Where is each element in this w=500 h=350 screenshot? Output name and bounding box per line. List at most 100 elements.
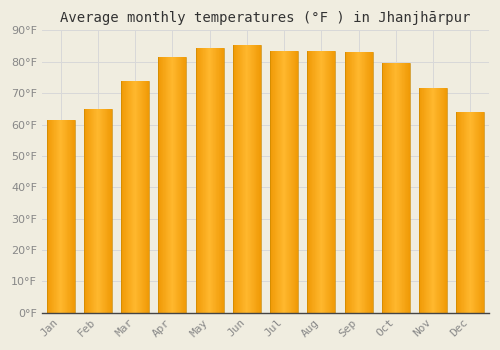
Bar	[253, 44, 254, 313]
Bar	[400, 63, 401, 313]
Bar	[331, 51, 332, 313]
Bar	[385, 63, 386, 313]
Bar	[315, 51, 316, 313]
Bar	[423, 89, 424, 313]
Bar	[401, 63, 402, 313]
Bar	[219, 48, 220, 313]
Bar	[390, 63, 391, 313]
Bar	[121, 80, 122, 313]
Bar	[180, 57, 182, 313]
Bar	[257, 44, 258, 313]
Bar	[427, 89, 428, 313]
Bar	[352, 52, 353, 313]
Bar	[53, 120, 54, 313]
Bar	[310, 51, 311, 313]
Bar	[430, 89, 431, 313]
Bar	[87, 109, 88, 313]
Bar	[146, 80, 147, 313]
Bar	[483, 112, 484, 313]
Bar	[160, 57, 161, 313]
Bar	[143, 80, 144, 313]
Bar	[429, 89, 430, 313]
Bar	[235, 44, 236, 313]
Bar	[256, 44, 257, 313]
Bar	[239, 44, 240, 313]
Bar	[274, 51, 275, 313]
Bar	[222, 48, 223, 313]
Bar	[104, 109, 105, 313]
Bar	[101, 109, 102, 313]
Bar	[218, 48, 219, 313]
Bar	[202, 48, 203, 313]
Bar	[246, 44, 247, 313]
Bar	[431, 89, 432, 313]
Bar	[319, 51, 320, 313]
Bar	[396, 63, 397, 313]
Bar	[348, 52, 349, 313]
Bar	[354, 52, 355, 313]
Bar	[123, 80, 124, 313]
Bar	[292, 51, 293, 313]
Bar	[311, 51, 312, 313]
Bar	[201, 48, 202, 313]
Bar	[276, 51, 277, 313]
Bar	[353, 52, 354, 313]
Bar	[176, 57, 177, 313]
Title: Average monthly temperatures (°F ) in Jhanjhārpur: Average monthly temperatures (°F ) in Jh…	[60, 11, 470, 25]
Bar	[137, 80, 138, 313]
Bar	[249, 44, 250, 313]
Bar	[317, 51, 318, 313]
Bar	[171, 57, 172, 313]
Bar	[248, 44, 249, 313]
Bar	[445, 89, 446, 313]
Bar	[159, 57, 160, 313]
Bar	[384, 63, 385, 313]
Bar	[124, 80, 125, 313]
Bar	[66, 120, 68, 313]
Bar	[60, 120, 61, 313]
Bar	[425, 89, 426, 313]
Bar	[89, 109, 90, 313]
Bar	[109, 109, 110, 313]
Bar	[318, 51, 319, 313]
Bar	[240, 44, 241, 313]
Bar	[463, 112, 464, 313]
Bar	[428, 89, 429, 313]
Bar	[426, 89, 427, 313]
Bar	[237, 44, 238, 313]
Bar	[56, 120, 57, 313]
Bar	[291, 51, 292, 313]
Bar	[57, 120, 58, 313]
Bar	[481, 112, 482, 313]
Bar	[138, 80, 139, 313]
Bar	[280, 51, 281, 313]
Bar	[316, 51, 317, 313]
Bar	[370, 52, 371, 313]
Bar	[168, 57, 169, 313]
Bar	[456, 112, 457, 313]
Bar	[394, 63, 395, 313]
Bar	[397, 63, 398, 313]
Bar	[369, 52, 370, 313]
Bar	[440, 89, 441, 313]
Bar	[178, 57, 179, 313]
Bar	[277, 51, 278, 313]
Bar	[364, 52, 365, 313]
Bar	[241, 44, 242, 313]
Bar	[371, 52, 372, 313]
Bar	[100, 109, 101, 313]
Bar	[254, 44, 255, 313]
Bar	[212, 48, 213, 313]
Bar	[467, 112, 468, 313]
Bar	[92, 109, 93, 313]
Bar	[61, 120, 62, 313]
Bar	[93, 109, 94, 313]
Bar	[282, 51, 283, 313]
Bar	[165, 57, 166, 313]
Bar	[173, 57, 174, 313]
Bar	[111, 109, 112, 313]
Bar	[477, 112, 478, 313]
Bar	[52, 120, 53, 313]
Bar	[183, 57, 184, 313]
Bar	[283, 51, 284, 313]
